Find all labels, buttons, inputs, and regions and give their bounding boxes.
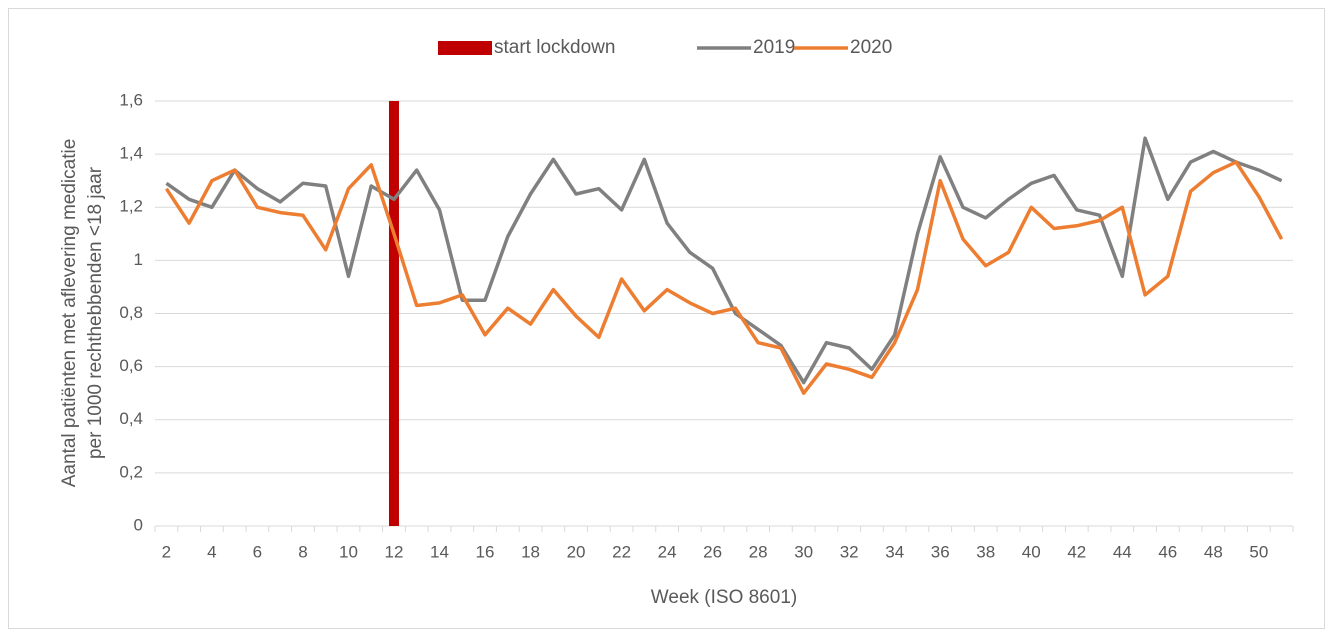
- y-tick-label: 1: [134, 250, 143, 269]
- y-tick-label: 0,2: [119, 462, 143, 481]
- legend-label: start lockdown: [494, 37, 615, 58]
- x-tick-label: 46: [1158, 542, 1177, 561]
- x-tick-label: 6: [253, 542, 262, 561]
- x-tick-label: 34: [885, 542, 904, 561]
- x-tick-label: 22: [612, 542, 631, 561]
- x-tick-label: 12: [385, 542, 404, 561]
- x-tick-label: 20: [567, 542, 586, 561]
- x-tick-label: 48: [1204, 542, 1223, 561]
- y-tick-label: 1,2: [119, 197, 143, 216]
- x-tick-label: 24: [658, 542, 677, 561]
- x-tick-label: 50: [1249, 542, 1268, 561]
- x-tick-label: 36: [931, 542, 950, 561]
- line-series: [165, 136, 1283, 385]
- y-tick-label: 0,4: [119, 409, 143, 428]
- y-tick-label: 0,8: [119, 303, 143, 322]
- x-tick-label: 2: [162, 542, 171, 561]
- y-axis-title-line: Aantal patiënten met aflevering medicati…: [59, 139, 80, 488]
- y-tick-label: 0,6: [119, 356, 143, 375]
- x-tick-label: 26: [703, 542, 722, 561]
- legend-label: 2019: [753, 37, 795, 58]
- y-axis-title-line: per 1000 rechthebbenden <18 jaar: [85, 166, 106, 459]
- x-tick-label: 14: [430, 542, 449, 561]
- x-axis-title: Week (ISO 8601): [651, 587, 797, 608]
- y-tick-label: 0: [134, 515, 143, 534]
- x-tick-label: 4: [207, 542, 216, 561]
- chart-border: [8, 8, 1325, 629]
- bar: [388, 101, 399, 526]
- x-tick-label: 8: [298, 542, 307, 561]
- x-tick-label: 10: [339, 542, 358, 561]
- x-tick-label: 44: [1113, 542, 1132, 561]
- x-tick-label: 30: [794, 542, 813, 561]
- x-tick-label: 28: [749, 542, 768, 561]
- legend-swatch: [438, 41, 492, 55]
- line-series: [164, 160, 1284, 395]
- x-tick-label: 16: [476, 542, 495, 561]
- y-axis-title: Aantal patiënten met aflevering medicati…: [59, 139, 106, 488]
- x-tick-label: 42: [1067, 542, 1086, 561]
- y-tick-label: 1,4: [119, 144, 143, 163]
- y-tick-label: 1,6: [119, 90, 143, 109]
- legend-label: 2020: [850, 37, 892, 58]
- x-tick-label: 18: [521, 542, 540, 561]
- x-tick-label: 40: [1022, 542, 1041, 561]
- x-tick-label: 38: [976, 542, 995, 561]
- x-tick-label: 32: [840, 542, 859, 561]
